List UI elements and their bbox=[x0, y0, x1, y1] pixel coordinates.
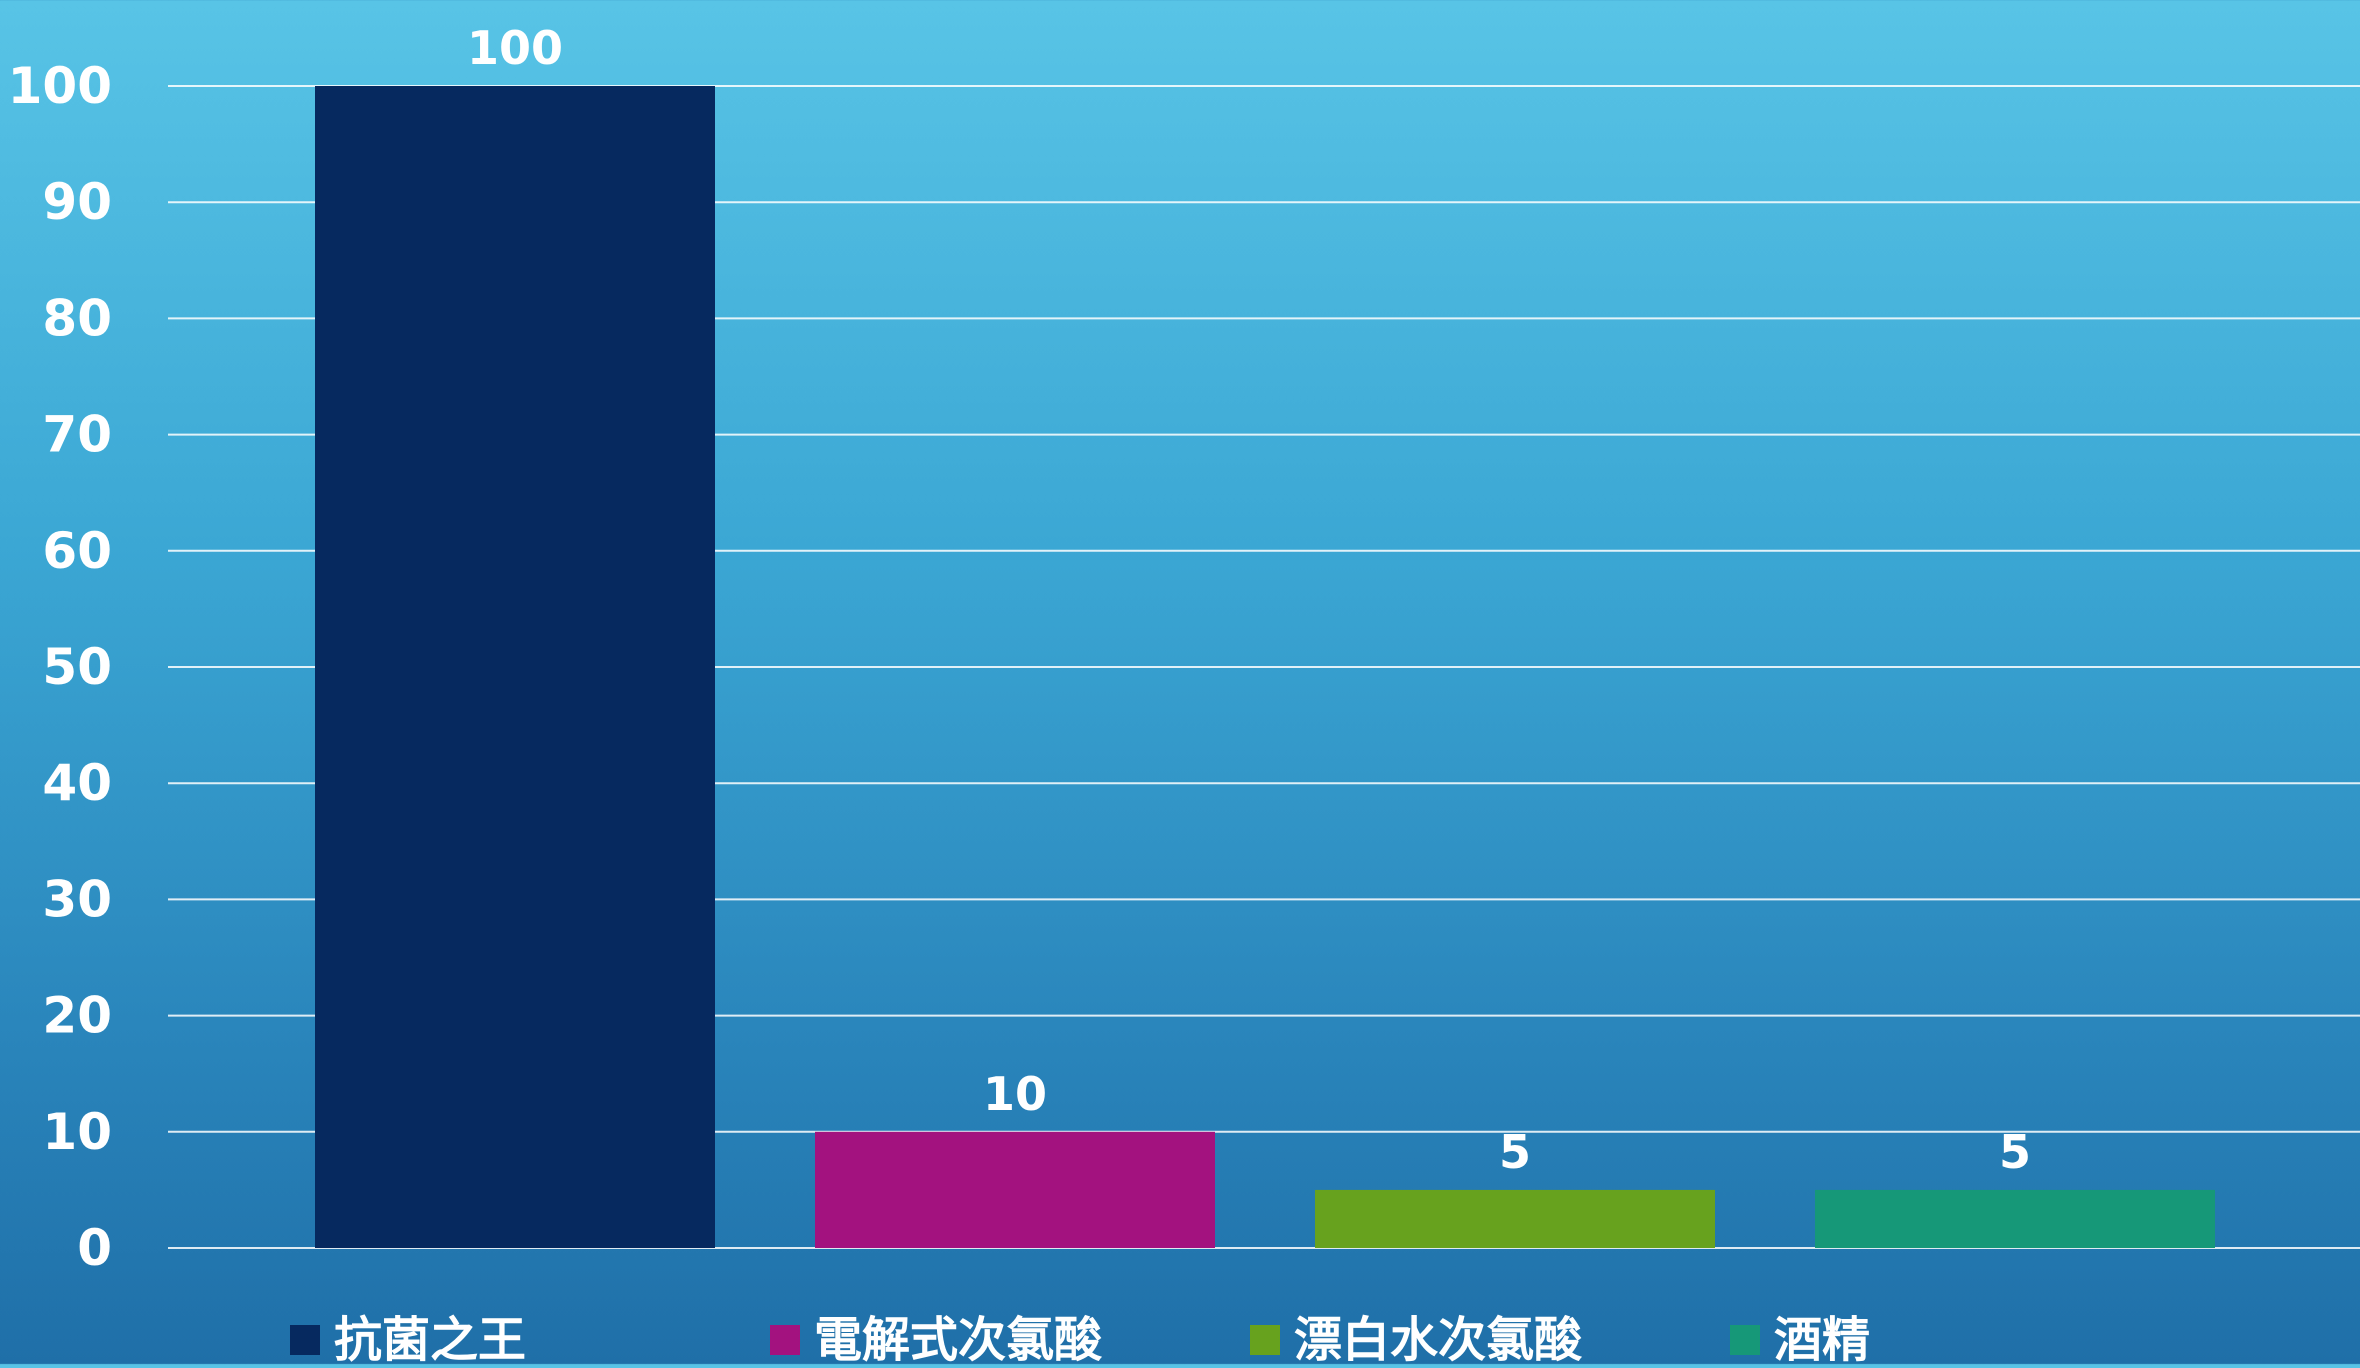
y-tick-label: 50 bbox=[42, 638, 112, 696]
y-tick-label: 30 bbox=[42, 870, 112, 928]
data-label: 5 bbox=[1999, 1125, 2031, 1179]
y-tick-label: 40 bbox=[42, 754, 112, 812]
y-tick-label: 20 bbox=[42, 987, 112, 1045]
bars bbox=[315, 86, 2215, 1248]
y-tick-label: 0 bbox=[77, 1219, 112, 1277]
legend-label: 酒精 bbox=[1774, 1312, 1870, 1364]
legend-swatch bbox=[290, 1325, 320, 1355]
legend-label: 電解式次氯酸 bbox=[814, 1312, 1103, 1364]
y-tick-label: 70 bbox=[42, 406, 112, 464]
bar bbox=[1315, 1189, 1715, 1248]
y-tick-label: 100 bbox=[8, 57, 112, 115]
y-tick-label: 10 bbox=[42, 1103, 112, 1161]
legend-label: 抗菌之王 bbox=[334, 1312, 526, 1364]
legend-swatch bbox=[1730, 1325, 1760, 1355]
y-tick-label: 90 bbox=[42, 173, 112, 231]
legend-label: 漂白水次氯酸 bbox=[1294, 1312, 1583, 1364]
y-axis-ticks: 0 10 20 30 40 50 60 70 80 90 100 bbox=[8, 57, 112, 1277]
data-label: 5 bbox=[1499, 1125, 1531, 1179]
y-tick-label: 80 bbox=[42, 289, 112, 347]
y-tick-label: 60 bbox=[42, 522, 112, 580]
bar bbox=[815, 1131, 1215, 1248]
legend-swatch bbox=[770, 1325, 800, 1355]
data-label: 100 bbox=[467, 21, 563, 75]
legend-swatch bbox=[1250, 1325, 1280, 1355]
bar bbox=[315, 86, 715, 1248]
legend: 抗菌之王 電解式次氯酸 漂白水次氯酸 酒精 bbox=[290, 1312, 1870, 1368]
bar bbox=[1815, 1189, 2215, 1248]
data-labels: 100 10 5 5 bbox=[467, 21, 2031, 1179]
data-label: 10 bbox=[983, 1067, 1047, 1121]
